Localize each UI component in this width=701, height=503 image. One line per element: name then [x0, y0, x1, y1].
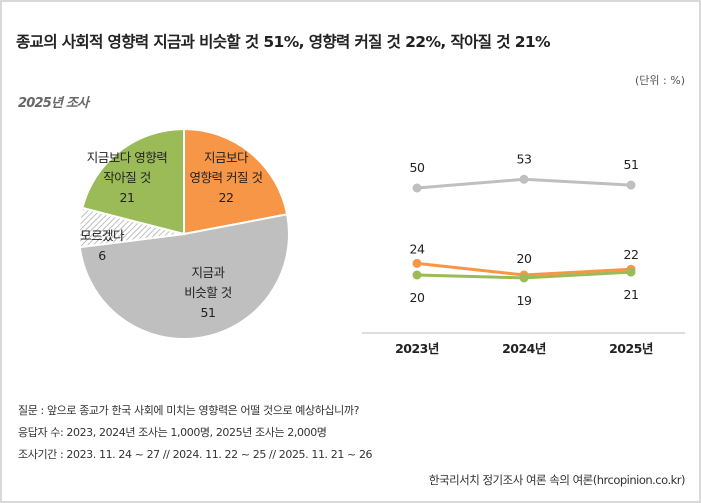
- pie-slice: [81, 127, 185, 236]
- pie-slice-label: 모르겠다: [80, 228, 125, 243]
- x-tick-label: 2025년: [609, 341, 653, 356]
- x-tick-label: 2024년: [502, 341, 546, 356]
- data-point: [626, 267, 636, 277]
- pie-slice-label: 지금과: [191, 265, 225, 280]
- respondents-note: 응답자 수: 2023, 2024년 조사는 1,000명, 2025년 조사는…: [18, 426, 327, 439]
- data-point: [519, 174, 529, 184]
- pie-slice-value: 21: [120, 190, 135, 205]
- pie-slice: [78, 213, 290, 341]
- x-tick-label: 2023년: [395, 341, 439, 356]
- chart-title: 종교의 사회적 영향력 지금과 비슷할 것 51%, 영향력 커질 것 22%,…: [16, 33, 551, 51]
- data-label: 20: [517, 251, 532, 266]
- pie-slice-value: 22: [219, 190, 234, 205]
- pie-slice-label: 영향력 커질 것: [190, 170, 263, 185]
- data-label: 19: [517, 293, 532, 308]
- data-label: 24: [410, 241, 425, 256]
- pie-subtitle: 2025년 조사: [18, 96, 89, 111]
- question-note: 질문 : 앞으로 종교가 한국 사회에 미치는 영향력은 어떨 것으로 예상하십…: [18, 404, 360, 417]
- data-point: [412, 258, 422, 268]
- pie-slice: [183, 127, 289, 236]
- unit-label: (단위 : %): [635, 74, 685, 87]
- pie-slice-value: 51: [201, 305, 216, 320]
- data-label: 50: [410, 160, 425, 175]
- data-point: [519, 273, 529, 283]
- pie-slice-label: 지금보다 영향력: [87, 150, 167, 165]
- data-point: [412, 270, 422, 280]
- data-label: 20: [410, 290, 425, 305]
- pie-slice-value: 6: [98, 248, 106, 263]
- data-label: 51: [624, 157, 639, 172]
- pie-slice-label: 작아질 것: [103, 170, 150, 185]
- data-point: [626, 180, 636, 190]
- data-label: 22: [624, 247, 639, 262]
- data-label: 53: [517, 151, 532, 166]
- data-point: [412, 183, 422, 193]
- data-label: 21: [624, 287, 639, 302]
- pie-slice-label: 지금보다: [204, 150, 249, 165]
- source-note: 한국리서치 정기조사 여론 속의 여론(hrcopinion.co.kr): [428, 473, 686, 487]
- pie-slice-label: 비슷할 것: [184, 285, 231, 300]
- period-note: 조사기간 : 2023. 11. 24 ~ 27 // 2024. 11. 22…: [18, 448, 373, 461]
